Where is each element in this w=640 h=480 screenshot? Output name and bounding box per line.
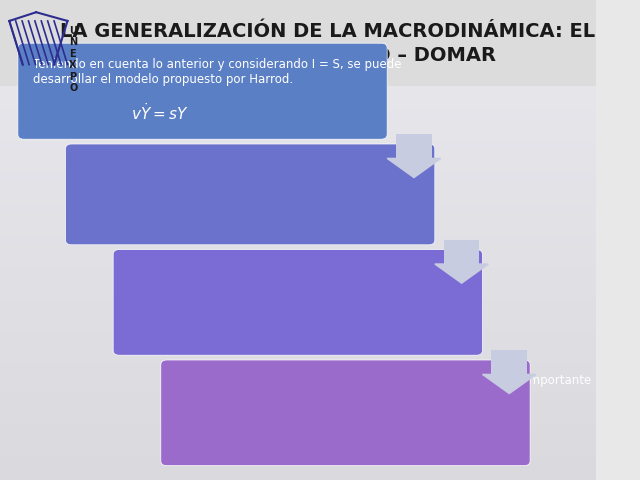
- Bar: [0, 456, 596, 464]
- FancyBboxPatch shape: [0, 0, 596, 86]
- Bar: [0, 433, 596, 441]
- Bar: [0, 94, 596, 102]
- Bar: [0, 299, 596, 307]
- Bar: [0, 385, 596, 394]
- Text: N: N: [69, 37, 77, 47]
- Bar: [0, 425, 596, 433]
- Text: Teniendo en cuenta lo anterior y considerando I = S, se puede
desarrollar el mod: Teniendo en cuenta lo anterior y conside…: [33, 58, 401, 85]
- Bar: [0, 173, 596, 181]
- Bar: [0, 394, 596, 401]
- Bar: [0, 323, 596, 330]
- Text: Cuando se dispone de dos tipos de tasa de crecimiento, lo importante
es conocer : Cuando se dispone de dos tipos de tasa d…: [176, 374, 591, 402]
- Bar: [0, 189, 596, 197]
- FancyBboxPatch shape: [161, 360, 530, 466]
- Bar: [0, 102, 596, 110]
- FancyBboxPatch shape: [18, 43, 387, 139]
- FancyBboxPatch shape: [113, 250, 483, 355]
- Bar: [0, 362, 596, 370]
- Bar: [0, 220, 596, 228]
- Text: LA GENERALIZACIÓN DE LA MACRODINÁMICA: EL: LA GENERALIZACIÓN DE LA MACRODINÁMICA: E…: [60, 22, 595, 41]
- Bar: [0, 118, 596, 126]
- Bar: [0, 267, 596, 276]
- Text: $v\dot{Y} = sY$: $v\dot{Y} = sY$: [131, 102, 188, 123]
- Bar: [0, 204, 596, 212]
- Bar: [0, 181, 596, 189]
- Text: X: X: [69, 60, 77, 70]
- Bar: [0, 228, 596, 236]
- Bar: [0, 441, 596, 448]
- Bar: [0, 448, 596, 456]
- Bar: [0, 260, 596, 267]
- Text: Si en vez de considerar v, incorporamos $\mathbf{v_r}$, teniendo en
cuenta, la r: Si en vez de considerar v, incorporamos …: [128, 264, 459, 296]
- Bar: [0, 401, 596, 409]
- Text: $Gv = s = Gw\, v_r$: $Gv = s = Gw\, v_r$: [233, 426, 372, 447]
- Bar: [0, 276, 596, 283]
- Bar: [0, 133, 596, 142]
- Bar: [0, 110, 596, 118]
- Bar: [0, 472, 596, 480]
- Polygon shape: [387, 158, 441, 178]
- Text: E: E: [69, 49, 76, 59]
- FancyBboxPatch shape: [65, 144, 435, 245]
- Text: $\dfrac{\dot{Y}}{Y} = \dfrac{s}{v_r}$: $\dfrac{\dot{Y}}{Y} = \dfrac{s}{v_r}$: [228, 305, 282, 348]
- FancyBboxPatch shape: [396, 134, 432, 158]
- Polygon shape: [435, 264, 488, 283]
- Bar: [0, 409, 596, 417]
- Text: U: U: [69, 26, 77, 36]
- Bar: [0, 338, 596, 346]
- Text: $\dfrac{\dot{Y}}{Y} = \dfrac{s}{v}$: $\dfrac{\dot{Y}}{Y} = \dfrac{s}{v}$: [183, 196, 232, 238]
- Bar: [0, 149, 596, 157]
- Bar: [0, 315, 596, 323]
- Bar: [0, 330, 596, 338]
- Bar: [0, 354, 596, 362]
- Bar: [0, 417, 596, 425]
- Bar: [0, 370, 596, 378]
- FancyBboxPatch shape: [492, 350, 527, 374]
- Bar: [0, 283, 596, 291]
- Text: Se obtiene la ecuación fundamental.: Se obtiene la ecuación fundamental.: [81, 158, 298, 171]
- Bar: [0, 142, 596, 149]
- Bar: [0, 165, 596, 173]
- Bar: [0, 236, 596, 244]
- Text: MODELO DE HARROD – DOMAR: MODELO DE HARROD – DOMAR: [159, 46, 495, 65]
- Bar: [0, 197, 596, 204]
- Bar: [0, 126, 596, 133]
- FancyBboxPatch shape: [444, 240, 479, 264]
- Bar: [0, 252, 596, 260]
- Text: P: P: [69, 72, 76, 82]
- Bar: [0, 86, 596, 94]
- Bar: [0, 464, 596, 472]
- Bar: [0, 378, 596, 385]
- Bar: [0, 212, 596, 220]
- Bar: [0, 346, 596, 354]
- Bar: [0, 157, 596, 165]
- Bar: [0, 307, 596, 315]
- Bar: [0, 244, 596, 252]
- Text: O: O: [69, 84, 77, 93]
- Bar: [0, 291, 596, 299]
- Polygon shape: [483, 374, 536, 394]
